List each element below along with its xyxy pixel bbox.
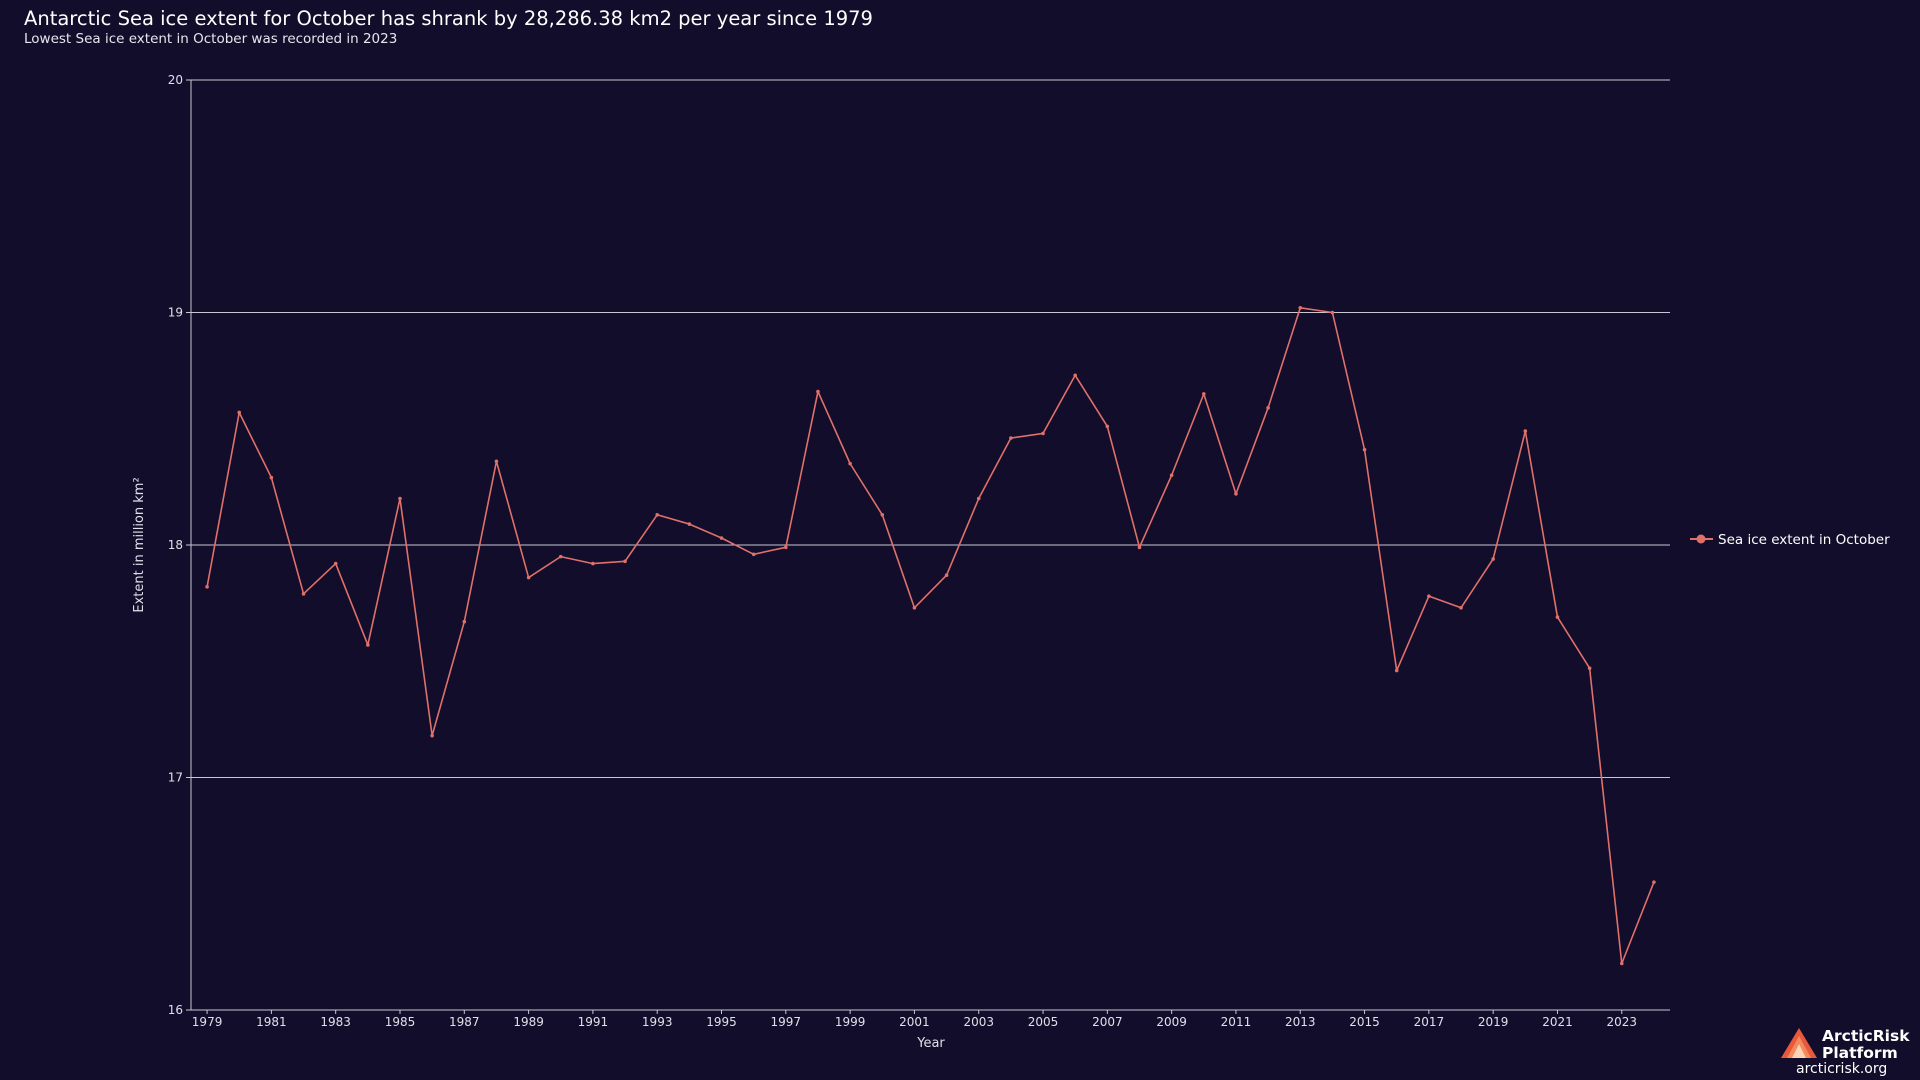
y-tick-label-19: 19 [168,306,183,320]
x-tick-label-2003: 2003 [963,1015,994,1029]
brand-name-line1: ArcticRisk [1822,1027,1910,1045]
data-point-2020[interactable] [1523,429,1528,433]
data-point-1994[interactable] [687,522,692,526]
x-axis-title: Year [916,1036,945,1051]
data-point-1996[interactable] [751,552,756,557]
x-tick-label-2013: 2013 [1285,1015,1316,1029]
data-point-2015[interactable] [1362,447,1367,452]
x-tick-labels: 1979 1981 1983 1985 1987 1989 1991 1993 1995 1997… [192,1010,1637,1029]
x-tick-label-2015: 2015 [1349,1015,1380,1029]
data-point-2008[interactable] [1137,545,1142,550]
x-tick-label-2009: 2009 [1156,1015,1187,1029]
data-point-2006[interactable] [1073,373,1077,378]
data-point-2012[interactable] [1266,406,1270,410]
x-tick-label-1989: 1989 [513,1015,544,1029]
x-tick-label-2011: 2011 [1221,1015,1252,1029]
x-tick-label-1999: 1999 [835,1015,866,1029]
grid-lines [191,79,1670,778]
data-point-2004[interactable] [1009,436,1013,440]
data-point-2007[interactable] [1105,424,1110,429]
data-point-1982[interactable] [301,592,306,596]
data-point-2009[interactable] [1169,473,1174,478]
x-tick-label-2005: 2005 [1028,1015,1059,1029]
data-point-2003[interactable] [976,496,981,501]
brand-url[interactable]: arcticrisk.org [1796,1061,1888,1077]
brand-name-line2: Platform [1822,1044,1898,1062]
x-tick-label-1993: 1993 [642,1015,673,1029]
legend[interactable]: Sea ice extent in October [1690,532,1890,548]
x-tick-label-1979: 1979 [192,1015,223,1029]
chart-title: Antarctic Sea ice extent for October has… [24,7,873,30]
brand-block[interactable]: ArcticRisk Platform arcticrisk.org [1778,1027,1918,1079]
data-point-2023[interactable] [1619,961,1624,966]
series-line-group [205,306,1656,966]
data-point-1984[interactable] [366,643,370,647]
x-tick-label-2019: 2019 [1478,1015,1509,1029]
data-point-2021[interactable] [1555,615,1560,619]
x-tick-label-1995: 1995 [706,1015,737,1029]
data-point-1987[interactable] [462,619,467,624]
y-tick-labels: 16 17 18 19 20 [168,73,191,1017]
data-point-1993[interactable] [655,512,660,517]
legend-marker [1696,534,1706,544]
data-point-1979[interactable] [205,585,209,589]
x-tick-label-1987: 1987 [449,1015,480,1029]
x-tick-label-2021: 2021 [1542,1015,1573,1029]
data-point-1981[interactable] [269,475,274,480]
data-point-2002[interactable] [944,573,949,578]
y-tick-label-17: 17 [168,771,183,785]
brand-name: ArcticRisk Platform [1822,1028,1920,1062]
data-point-1980[interactable] [237,410,242,415]
data-point-2000[interactable] [880,512,885,517]
data-point-1986[interactable] [430,733,434,738]
x-tick-label-2023: 2023 [1606,1015,1637,1029]
x-tick-label-1981: 1981 [256,1015,287,1029]
data-point-2022[interactable] [1587,666,1592,671]
x-tick-label-2017: 2017 [1414,1015,1445,1029]
data-point-2019[interactable] [1491,557,1495,561]
data-point-1989[interactable] [526,575,531,580]
data-point-2011[interactable] [1234,492,1238,496]
data-point-2016[interactable] [1394,668,1399,673]
x-tick-label-1983: 1983 [320,1015,351,1029]
data-point-1985[interactable] [398,496,402,501]
data-point-1992[interactable] [623,559,627,564]
data-point-1995[interactable] [719,536,724,540]
data-point-2013[interactable] [1298,306,1303,310]
data-point-2001[interactable] [912,605,917,610]
y-tick-label-16: 16 [168,1003,183,1017]
data-point-2018[interactable] [1459,605,1463,610]
x-tick-label-1991: 1991 [578,1015,609,1029]
y-axis-title: Extent in million km² [132,477,147,612]
data-point-2024[interactable] [1652,880,1656,884]
x-tick-label-2007: 2007 [1092,1015,1123,1029]
y-tick-label-18: 18 [168,538,183,552]
x-tick-label-1985: 1985 [385,1015,416,1029]
data-point-1983[interactable] [333,561,338,566]
x-tick-label-1997: 1997 [771,1015,802,1029]
data-point-1990[interactable] [558,554,563,559]
legend-label: Sea ice extent in October [1718,532,1890,548]
y-tick-label-20: 20 [168,73,183,87]
series-line-0 [206,307,1655,965]
x-tick-label-2001: 2001 [899,1015,930,1029]
data-point-2017[interactable] [1427,594,1431,598]
chart-subtitle: Lowest Sea ice extent in October was rec… [24,31,398,47]
data-point-1997[interactable] [784,545,788,550]
data-point-1998[interactable] [816,389,820,394]
data-point-1999[interactable] [848,461,852,466]
data-point-2014[interactable] [1330,310,1335,315]
data-point-1988[interactable] [494,459,499,464]
data-point-1991[interactable] [591,561,595,566]
arcticrisk-logo-icon [1781,1028,1817,1058]
data-point-2010[interactable] [1201,392,1206,396]
data-point-2005[interactable] [1041,431,1045,436]
